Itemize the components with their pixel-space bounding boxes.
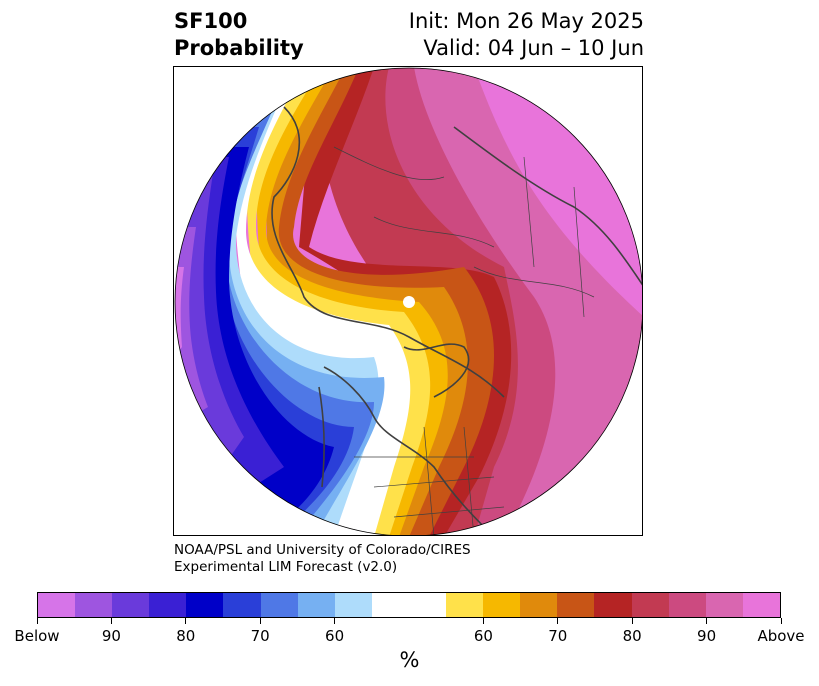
- map-boundary: [174, 67, 642, 535]
- probability-map: [174, 67, 642, 535]
- map-frame: [173, 66, 643, 536]
- title-init-date: Init: Mon 26 May 2025: [408, 9, 644, 33]
- colorbar-below-4: [149, 593, 187, 617]
- colorbar-tick-label: 70: [548, 627, 568, 645]
- colorbar-above-2: [483, 593, 521, 617]
- colorbar-above-4: [557, 593, 595, 617]
- colorbar-below-8: [297, 593, 335, 617]
- colorbar-tick-label: 70: [250, 627, 270, 645]
- colorbar-tick-label: 80: [622, 627, 642, 645]
- political-boundaries: [333, 146, 595, 535]
- colorbar-tick: [557, 618, 559, 624]
- colorbar-tick: [631, 618, 633, 624]
- credit: NOAA/PSL and University of Colorado/CIRE…: [174, 542, 471, 576]
- colorbar: [37, 592, 781, 618]
- coastline-north-america: [323, 366, 495, 535]
- coastlines: [271, 106, 642, 535]
- colorbar-tick: [185, 618, 187, 624]
- colorbar-below-2: [75, 593, 113, 617]
- colorbar-tick-label: Below: [14, 627, 60, 645]
- coastline-eurasia: [271, 106, 505, 398]
- colorbar-below-1: [38, 593, 76, 617]
- colorbar-below-3: [112, 593, 150, 617]
- colorbar-above-5: [594, 593, 632, 617]
- colorbar-tick: [259, 618, 261, 624]
- coastline-asia: [453, 126, 642, 288]
- title-left: SF100 Probability: [174, 8, 304, 62]
- colorbar-below-7: [260, 593, 298, 617]
- colorbar-tick-label: 90: [101, 627, 121, 645]
- colorbar-tick-label: Above: [757, 627, 805, 645]
- colorbar-above-1: [446, 593, 484, 617]
- title-right: Init: Mon 26 May 2025 Valid: 04 Jun – 10…: [409, 8, 644, 62]
- title-valid-range: Valid: 04 Jun – 10 Jun: [423, 36, 644, 60]
- credit-line1: NOAA/PSL and University of Colorado/CIRE…: [174, 542, 471, 558]
- colorbar-below-9: [334, 593, 372, 617]
- colorbar-tick: [706, 618, 708, 624]
- colorbar-tick-label: 90: [697, 627, 717, 645]
- pole-marker: [403, 296, 415, 308]
- coastline-west-coast: [318, 386, 325, 488]
- colorbar-units: %: [399, 648, 420, 672]
- title-variable: SF100: [174, 9, 248, 33]
- colorbar-neutral: [371, 593, 447, 617]
- colorbar-above-9: [742, 593, 780, 617]
- colorbar-below-5: [186, 593, 224, 617]
- colorbar-above-7: [668, 593, 706, 617]
- colorbar-above-3: [520, 593, 558, 617]
- boundary-lines: [333, 146, 595, 535]
- colorbar-tick: [482, 618, 484, 624]
- colorbar-tick: [780, 618, 782, 624]
- colorbar-tick-label: 60: [473, 627, 493, 645]
- colorbar-above-6: [631, 593, 669, 617]
- colorbar-below-6: [223, 593, 261, 617]
- colorbar-above-8: [705, 593, 743, 617]
- probability-field: [175, 68, 642, 535]
- colorbar-tick: [110, 618, 112, 624]
- colorbar-tick-label: 80: [176, 627, 196, 645]
- colorbar-tick: [334, 618, 336, 624]
- coastline-arctic-islands: [403, 343, 470, 398]
- colorbar-tick: [36, 618, 38, 624]
- colorbar-tick-label: 60: [325, 627, 345, 645]
- title-type: Probability: [174, 36, 304, 60]
- credit-line2: Experimental LIM Forecast (v2.0): [174, 559, 398, 575]
